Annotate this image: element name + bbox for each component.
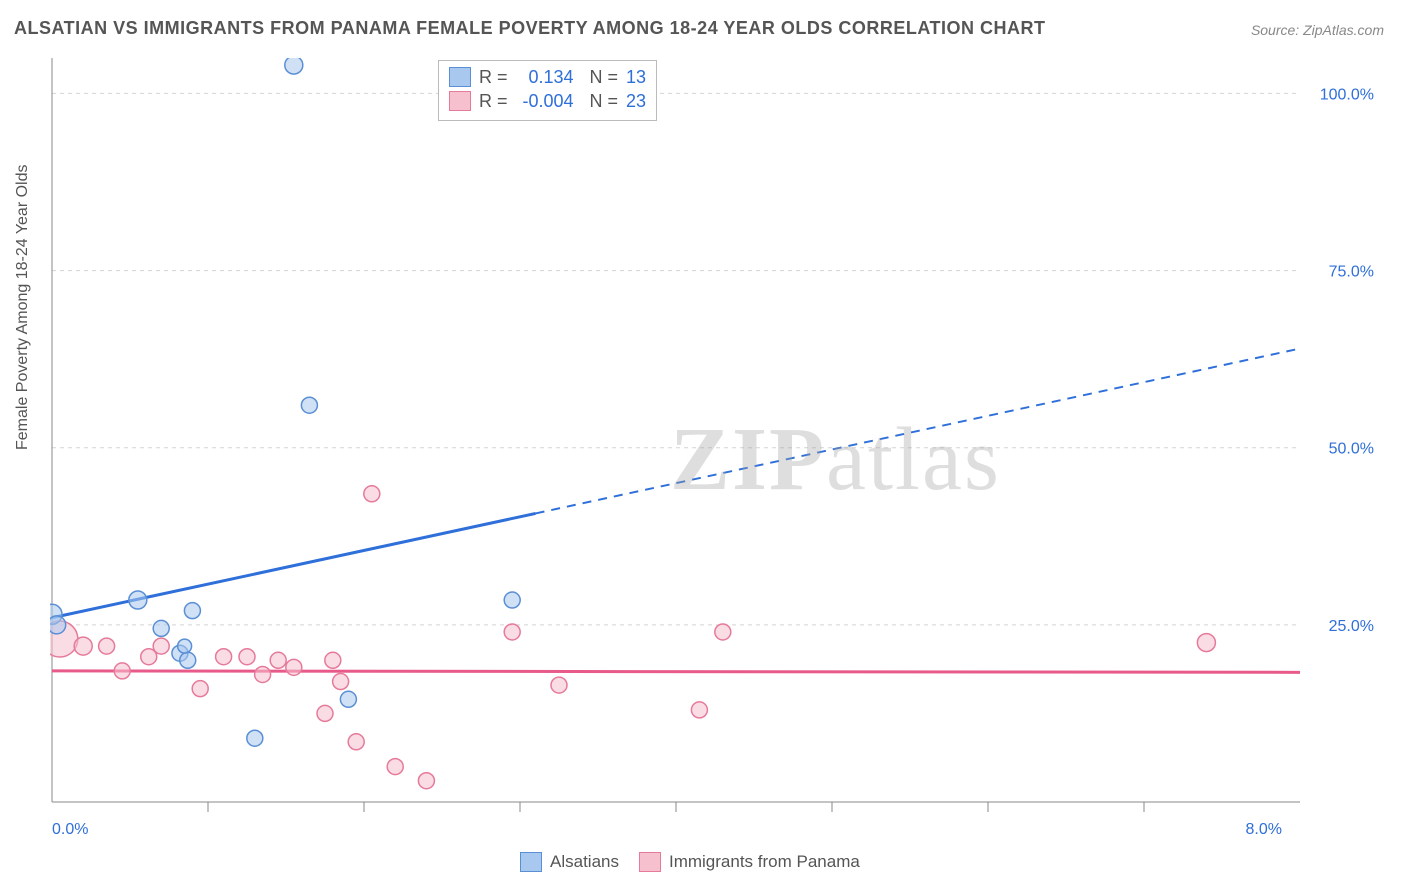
data-point [301,397,317,413]
data-point [180,652,196,668]
series-legend-item: Alsatians [520,852,619,872]
r-label: R = [479,65,508,89]
data-point [216,649,232,665]
n-label: N = [590,65,619,89]
data-point [114,663,130,679]
data-point [270,652,286,668]
source-attribution: Source: ZipAtlas.com [1251,22,1384,38]
plot-area: 25.0%50.0%75.0%100.0%0.0%8.0% ZIPatlas R… [50,58,1380,842]
data-point [333,674,349,690]
chart-container: ALSATIAN VS IMMIGRANTS FROM PANAMA FEMAL… [0,0,1406,892]
data-point [255,666,271,682]
data-point [364,486,380,502]
chart-svg: 25.0% 50.0% 75.0% 100.0% 0.0% 8.0% [50,58,1380,842]
chart-title: ALSATIAN VS IMMIGRANTS FROM PANAMA FEMAL… [14,18,1046,39]
y-axis-label: Female Poverty Among 18-24 Year Olds [14,165,32,451]
data-point [153,620,169,636]
legend-swatch [449,91,471,111]
r-value: 0.134 [516,65,574,89]
x-tick-label: 0.0% [52,821,88,838]
data-point [418,773,434,789]
n-label: N = [590,89,619,113]
data-point [129,591,147,609]
data-point [192,681,208,697]
data-point [178,639,192,653]
series-name: Alsatians [550,852,619,872]
legend-swatch [449,67,471,87]
data-point [504,624,520,640]
trend-line [52,513,536,617]
data-point [317,705,333,721]
data-point [184,603,200,619]
data-point [340,691,356,707]
data-point [50,616,66,634]
trend-line [52,671,1300,672]
x-tick-label: 8.0% [1246,821,1282,838]
data-point [285,58,303,74]
y-tick-label: 25.0% [1329,618,1374,635]
data-point [153,638,169,654]
data-point [715,624,731,640]
legend-swatch [520,852,542,872]
data-point [1197,634,1215,652]
legend-swatch [639,852,661,872]
correlation-row: R = -0.004 N = 23 [449,89,646,113]
y-tick-label: 75.0% [1329,264,1374,281]
y-tick-label: 50.0% [1329,441,1374,458]
data-point [551,677,567,693]
data-point [325,652,341,668]
series-name: Immigrants from Panama [669,852,860,872]
r-label: R = [479,89,508,113]
series-legend: Alsatians Immigrants from Panama [520,852,860,872]
data-point [348,734,364,750]
series-legend-item: Immigrants from Panama [639,852,860,872]
data-point [247,730,263,746]
n-value: 13 [626,65,646,89]
correlation-row: R = 0.134 N = 13 [449,65,646,89]
y-tick-label: 100.0% [1320,86,1374,103]
data-point [286,659,302,675]
data-point [387,759,403,775]
data-point [691,702,707,718]
trend-line-extrapolated [536,349,1300,514]
r-value: -0.004 [516,89,574,113]
n-value: 23 [626,89,646,113]
data-point [504,592,520,608]
data-point [239,649,255,665]
data-point [99,638,115,654]
data-point [74,637,92,655]
correlation-legend: R = 0.134 N = 13 R = -0.004 N = 23 [438,60,657,121]
